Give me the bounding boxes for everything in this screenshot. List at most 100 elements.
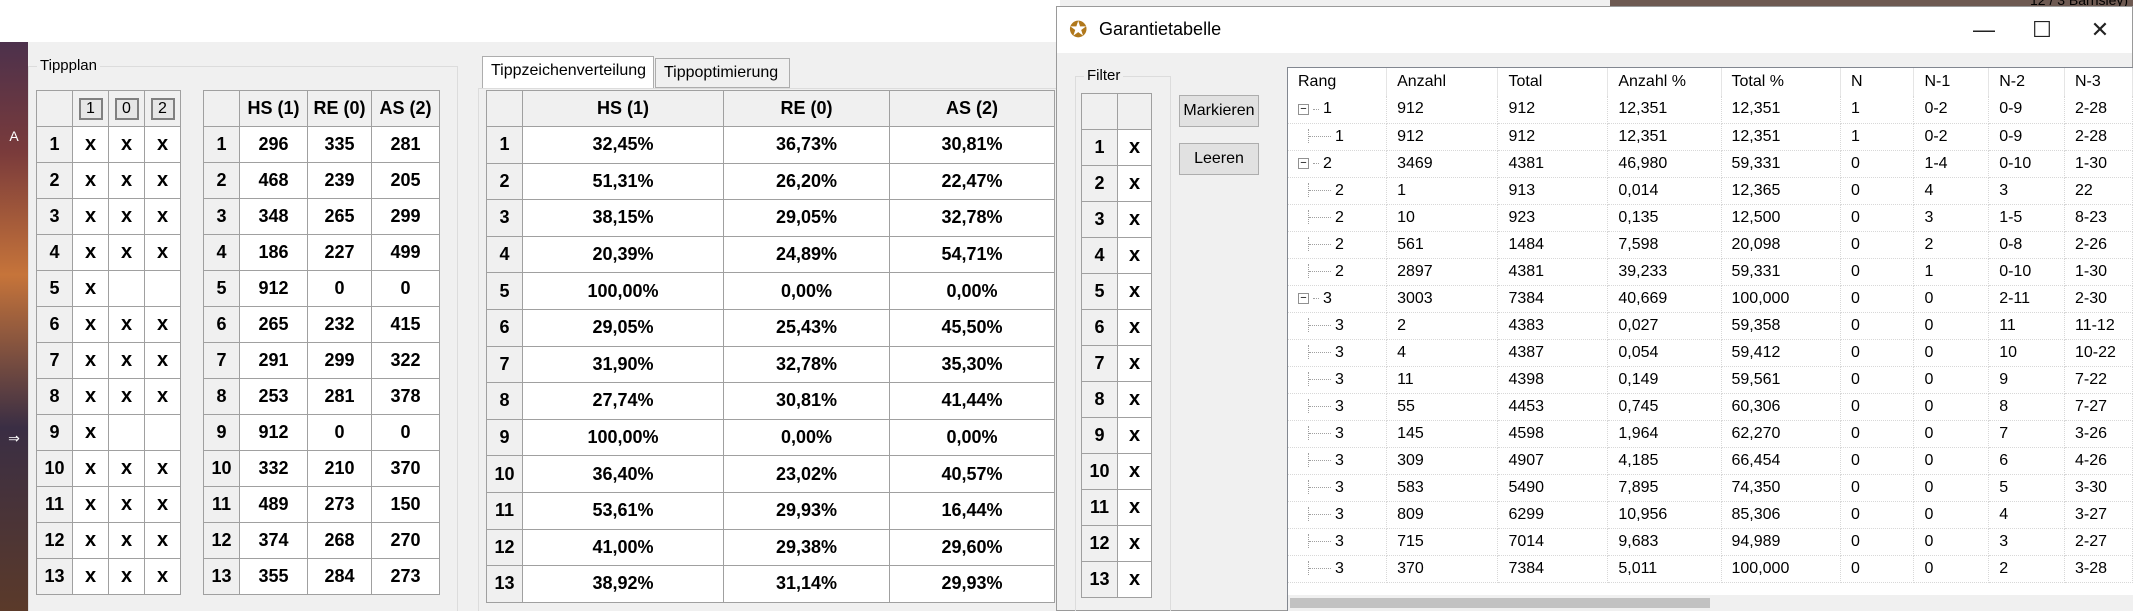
tipp-cell[interactable]: x: [72, 126, 109, 163]
column-header[interactable]: Total %: [1721, 68, 1841, 96]
tipp-cell[interactable]: x: [108, 522, 145, 559]
column-header[interactable]: Total: [1497, 68, 1609, 96]
tipp-cell[interactable]: x: [144, 378, 181, 415]
tipp-cell[interactable]: x: [108, 342, 145, 379]
tree-row[interactable]: 2 1 913 0,014 12,365 0 4 3 22: [1288, 177, 2133, 205]
filter-cell[interactable]: x: [1117, 129, 1152, 166]
filter-cell[interactable]: x: [1117, 165, 1152, 202]
tree-row[interactable]: 3 809 6299 10,956 85,306 0 0 4 3-27: [1288, 501, 2133, 529]
collapse-icon[interactable]: −: [1298, 157, 1309, 169]
column-header[interactable]: Rang: [1288, 68, 1388, 96]
tipp-cell[interactable]: x: [108, 198, 145, 235]
tab-tippoptimierung[interactable]: Tippoptimierung: [655, 58, 790, 88]
column-header[interactable]: Anzahl: [1386, 68, 1499, 96]
tree-row[interactable]: 3 309 4907 4,185 66,454 0 0 6 4-26: [1288, 447, 2133, 475]
collapse-icon[interactable]: −: [1298, 292, 1309, 304]
tipp-cell[interactable]: x: [72, 306, 109, 343]
tipp-cell[interactable]: x: [108, 558, 145, 595]
filter-cell[interactable]: x: [1117, 489, 1152, 526]
tipp-cell[interactable]: x: [144, 450, 181, 487]
header-2[interactable]: 2: [144, 90, 181, 127]
tipp-cell[interactable]: x: [144, 234, 181, 271]
filter-cell[interactable]: x: [1117, 345, 1152, 382]
tree-row[interactable]: −1 912 912 12,351 12,351 1 0-2 0-9 2-28: [1288, 96, 2133, 124]
header-1[interactable]: 1: [72, 90, 109, 127]
tipp-cell[interactable]: x: [144, 522, 181, 559]
tipp-cell[interactable]: x: [108, 234, 145, 271]
tipp-cell[interactable]: x: [72, 198, 109, 235]
tipp-cell[interactable]: x: [144, 162, 181, 199]
tree-row[interactable]: −2 3469 4381 46,980 59,331 0 1-4 0-10 1-30: [1288, 150, 2133, 178]
tipp-cell[interactable]: [144, 270, 181, 307]
minimize-button[interactable]: —: [1973, 17, 1995, 42]
row-number: 2: [1081, 165, 1118, 202]
column-header[interactable]: N-3: [2064, 68, 2133, 96]
percent-cell: 51,31%: [522, 162, 724, 201]
tipp-cell[interactable]: x: [72, 558, 109, 595]
tipp-cell[interactable]: x: [72, 270, 109, 307]
tree-row[interactable]: 3 370 7384 5,011 100,000 0 0 2 3-28: [1288, 555, 2133, 583]
guarantee-tree-list[interactable]: Rang Anzahl Total Anzahl % Total % N N-1 N-2 N-3…: [1287, 67, 2133, 611]
tipp-cell[interactable]: [144, 414, 181, 451]
tree-cell: 809: [1386, 501, 1499, 529]
tipp-cell[interactable]: x: [144, 558, 181, 595]
column-header[interactable]: N: [1840, 68, 1915, 96]
collapse-icon[interactable]: −: [1298, 103, 1309, 115]
tree-row[interactable]: 3 715 7014 9,683 94,989 0 0 3 2-27: [1288, 528, 2133, 556]
tipp-cell[interactable]: x: [144, 486, 181, 523]
filter-cell[interactable]: x: [1117, 525, 1152, 562]
tipp-cell[interactable]: x: [72, 414, 109, 451]
tipp-cell[interactable]: x: [144, 306, 181, 343]
filter-cell[interactable]: x: [1117, 417, 1152, 454]
scrollbar-thumb[interactable]: [1290, 598, 1710, 608]
tree-row[interactable]: 2 561 1484 7,598 20,098 0 2 0-8 2-26: [1288, 231, 2133, 259]
tipp-cell[interactable]: x: [72, 234, 109, 271]
tree-row[interactable]: 3 4 4387 0,054 59,412 0 0 10 10-22: [1288, 339, 2133, 367]
tipp-cell[interactable]: x: [108, 378, 145, 415]
tipp-cell[interactable]: x: [144, 342, 181, 379]
tipp-cell[interactable]: x: [72, 342, 109, 379]
filter-cell[interactable]: x: [1117, 381, 1152, 418]
tree-row[interactable]: 3 11 4398 0,149 59,561 0 0 9 7-22: [1288, 366, 2133, 394]
column-header[interactable]: Anzahl %: [1607, 68, 1722, 96]
tipp-cell[interactable]: x: [108, 486, 145, 523]
tree-row[interactable]: 2 2897 4381 39,233 59,331 0 1 0-10 1-30: [1288, 258, 2133, 286]
tree-row[interactable]: −3 3003 7384 40,669 100,000 0 0 2-11 2-30: [1288, 285, 2133, 313]
tree-row[interactable]: 3 2 4383 0,027 59,358 0 0 11 11-12: [1288, 312, 2133, 340]
tipp-cell[interactable]: x: [72, 162, 109, 199]
maximize-button[interactable]: ☐: [2032, 17, 2052, 42]
tipp-cell[interactable]: x: [108, 162, 145, 199]
tree-row[interactable]: 2 10 923 0,135 12,500 0 3 1-5 8-23: [1288, 204, 2133, 232]
corner-cell: [36, 90, 73, 127]
filter-cell[interactable]: x: [1117, 561, 1152, 598]
filter-cell[interactable]: x: [1117, 273, 1152, 310]
filter-cell[interactable]: x: [1117, 309, 1152, 346]
tipp-cell[interactable]: [108, 270, 145, 307]
tipp-cell[interactable]: x: [144, 126, 181, 163]
tipp-cell[interactable]: x: [72, 522, 109, 559]
tree-row[interactable]: 1 912 912 12,351 12,351 1 0-2 0-9 2-28: [1288, 123, 2133, 151]
tipp-cell[interactable]: [108, 414, 145, 451]
tree-cell: 60,306: [1721, 393, 1841, 421]
tipp-cell[interactable]: x: [72, 450, 109, 487]
tab-tippzeichenverteilung[interactable]: Tippzeichenverteilung: [482, 56, 654, 90]
column-header[interactable]: N-2: [1988, 68, 2065, 96]
leeren-button[interactable]: Leeren: [1179, 143, 1259, 175]
header-0[interactable]: 0: [108, 90, 145, 127]
filter-cell[interactable]: x: [1117, 237, 1152, 274]
tipp-cell[interactable]: x: [108, 450, 145, 487]
tipp-cell[interactable]: x: [72, 378, 109, 415]
column-header[interactable]: N-1: [1913, 68, 1990, 96]
tipp-cell[interactable]: x: [144, 198, 181, 235]
markieren-button[interactable]: Markieren: [1179, 95, 1259, 127]
horizontal-scrollbar[interactable]: [1288, 595, 2133, 611]
tipp-cell[interactable]: x: [72, 486, 109, 523]
tipp-cell[interactable]: x: [108, 126, 145, 163]
filter-cell[interactable]: x: [1117, 201, 1152, 238]
tree-row[interactable]: 3 145 4598 1,964 62,270 0 0 7 3-26: [1288, 420, 2133, 448]
tree-row[interactable]: 3 55 4453 0,745 60,306 0 0 8 7-27: [1288, 393, 2133, 421]
tree-row[interactable]: 3 583 5490 7,895 74,350 0 0 5 3-30: [1288, 474, 2133, 502]
filter-cell[interactable]: x: [1117, 453, 1152, 490]
close-button[interactable]: ✕: [2090, 17, 2110, 42]
tipp-cell[interactable]: x: [108, 306, 145, 343]
